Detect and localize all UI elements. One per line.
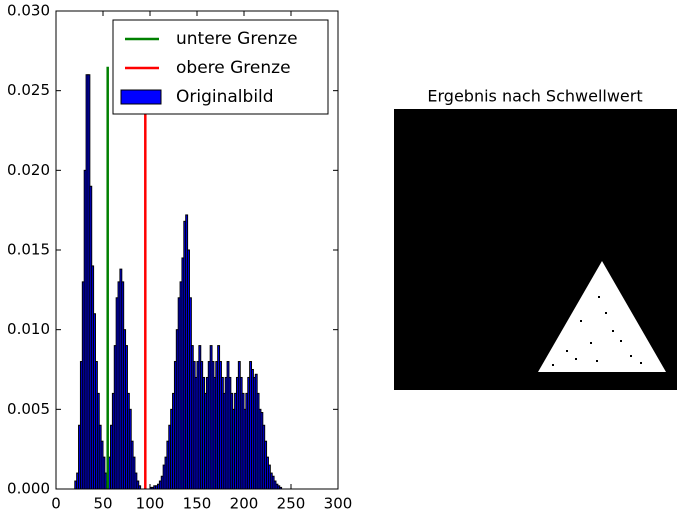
x-tick-label: 300 — [324, 495, 353, 513]
histogram-plot: 0 50 100 150 200 250 300 0.000 0.005 0.010 0.015 0.… — [7, 2, 352, 513]
y-tick-label: 0.025 — [7, 81, 50, 99]
x-tick-label: 50 — [93, 495, 112, 513]
y-tick-label: 0.020 — [7, 161, 50, 179]
triangle — [538, 261, 666, 372]
y-tick-label: 0.000 — [7, 480, 50, 498]
noise — [552, 296, 642, 366]
x-tick-label: 100 — [136, 495, 165, 513]
x-tick-label: 150 — [183, 495, 212, 513]
legend-label: untere Grenze — [176, 29, 298, 49]
legend: untere Grenze obere Grenze Originalbild — [112, 19, 329, 115]
legend-label: obere Grenze — [176, 58, 291, 78]
y-tick-label: 0.010 — [7, 320, 50, 338]
y-tick-label: 0.030 — [7, 2, 50, 20]
x-tick-label: 250 — [277, 495, 306, 513]
image-title: Ergebnis nach Schwellwert — [427, 87, 642, 106]
y-tick-label: 0.015 — [7, 241, 50, 259]
x-tick-label: 200 — [230, 495, 259, 513]
y-tick-label: 0.005 — [7, 400, 50, 418]
legend-patch — [120, 89, 162, 105]
x-tick-label: 0 — [51, 495, 61, 513]
legend-label: Originalbild — [176, 87, 274, 107]
image-panel: Ergebnis nach Schwellwert — [394, 87, 677, 390]
